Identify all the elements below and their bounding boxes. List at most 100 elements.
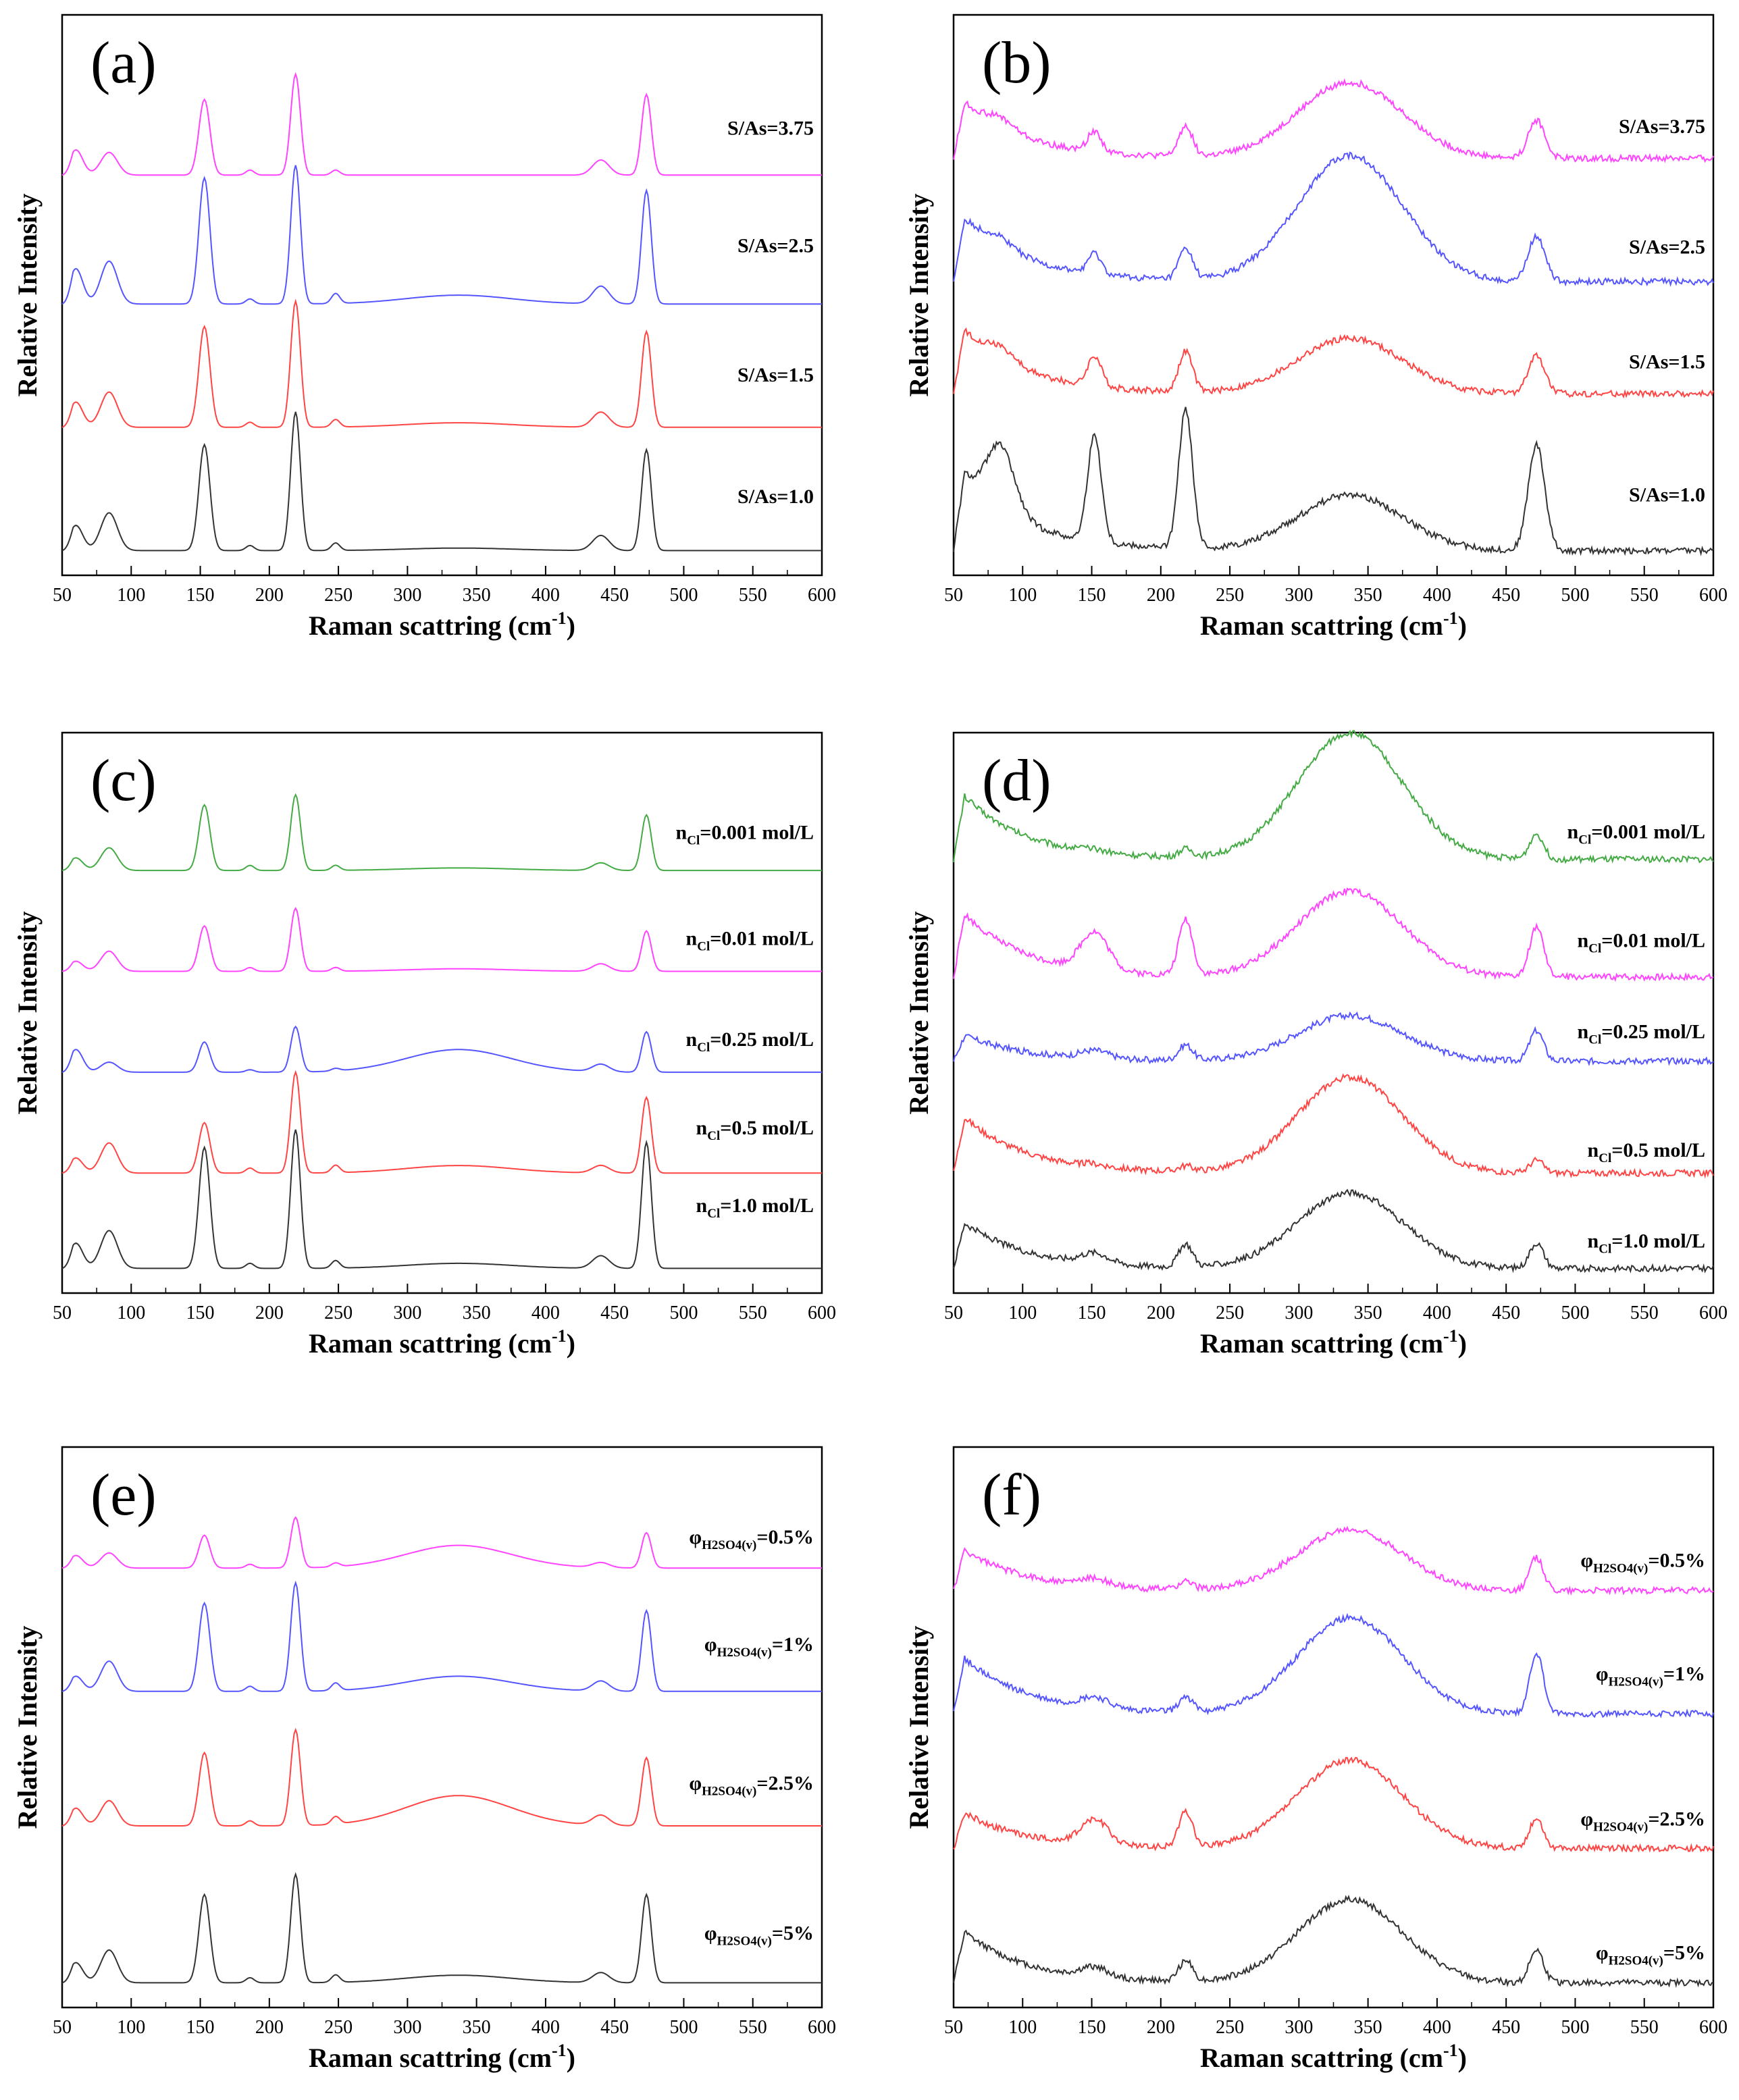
series-line-1 <box>61 1580 822 1692</box>
series-label-main: φ <box>689 1773 702 1795</box>
x-axis-label-sup: -1 <box>1443 2041 1458 2060</box>
series-label-main: n <box>686 1028 698 1051</box>
series-label-main: n <box>1588 1230 1599 1252</box>
series-label-sub: Cl <box>697 1041 710 1055</box>
series-label: S/As=2.5 <box>737 234 814 257</box>
x-tick-label: 400 <box>531 2017 560 2038</box>
panel-d: (d) 50 100 150 200 250 300 350 400 450 500 550 600 Ra… <box>904 729 1728 1359</box>
series-label-sub: H2SO4(v) <box>717 1935 772 1949</box>
series-label-rest: =0.001 mol/L <box>700 821 814 843</box>
x-tick-label: 250 <box>1216 585 1244 606</box>
x-tick-label: 100 <box>1008 585 1037 606</box>
series-label-rest: =0.5% <box>1648 1549 1705 1571</box>
series-label-rest: =0.01 mol/L <box>710 928 814 950</box>
series-label-sub: Cl <box>1599 1151 1611 1165</box>
series-label: S/As=1.5 <box>1629 350 1705 373</box>
series-label-rest: =0.01 mol/L <box>1601 930 1705 952</box>
x-tick-label: 250 <box>324 585 353 606</box>
x-axis-label: Raman scattring (cm-1) <box>1200 2041 1467 2073</box>
x-tick-label: 100 <box>1008 1303 1037 1323</box>
series-label: S/As=2.5 <box>1629 236 1705 258</box>
series-label: nCl=0.01 mol/L <box>686 928 814 954</box>
series-label-main: S/As=3.75 <box>1619 115 1705 138</box>
y-axis-label: Relative Intensity <box>904 911 934 1114</box>
x-tick-label: 550 <box>739 1303 767 1323</box>
series-label: nCl=0.5 mol/L <box>696 1117 814 1143</box>
series-label: S/As=1.5 <box>737 364 814 386</box>
x-tick-label: 200 <box>255 2017 284 2038</box>
series-line-1 <box>953 1612 1714 1718</box>
x-tick-label: 300 <box>1284 585 1313 606</box>
y-axis-label: Relative Intensity <box>904 193 934 396</box>
x-axis-label-main: Raman scattring (cm <box>309 2043 552 2073</box>
panel-letter: (b) <box>982 30 1052 96</box>
series-label-main: n <box>1578 1021 1589 1043</box>
x-tick-label: 600 <box>808 585 836 606</box>
series-line-3 <box>953 1073 1714 1179</box>
series-label-rest: =5% <box>772 1922 814 1945</box>
x-tick-label: 500 <box>669 1303 698 1323</box>
x-tick-label: 300 <box>1284 1303 1313 1323</box>
series-label-sub: H2SO4(v) <box>702 1538 756 1552</box>
series-line-0 <box>953 78 1714 163</box>
series-label: nCl=0.01 mol/L <box>1578 930 1705 956</box>
series-label: φH2SO4(v)=5% <box>704 1922 814 1949</box>
series-label-rest: =0.25 mol/L <box>1601 1021 1705 1043</box>
panel-letter: (a) <box>90 30 157 96</box>
x-axis-label: Raman scattring (cm-1) <box>1200 608 1467 641</box>
panel-c: (c) 50 100 150 200 250 300 350 400 450 500 550 600 Ra… <box>12 731 836 1359</box>
series-label-sub: Cl <box>1578 833 1591 847</box>
x-axis-label: Raman scattring (cm-1) <box>309 2041 575 2073</box>
x-tick-label: 450 <box>600 2017 629 2038</box>
panel-letter: (d) <box>982 748 1052 814</box>
series-label-main: φ <box>689 1526 702 1548</box>
series-label-main: n <box>696 1117 708 1139</box>
x-tick-label: 600 <box>808 1303 836 1323</box>
x-tick-label: 450 <box>1492 585 1520 606</box>
x-tick-label: 300 <box>1284 2017 1313 2038</box>
series-label: φH2SO4(v)=2.5% <box>689 1773 814 1799</box>
x-tick-label: 500 <box>1561 2017 1589 2038</box>
x-tick-label: 600 <box>808 2017 836 2038</box>
series-label-main: φ <box>704 1633 717 1656</box>
y-axis-label: Relative Intensity <box>904 1625 934 1829</box>
x-tick-label: 100 <box>117 2017 145 2038</box>
series-label-rest: =5% <box>1663 1941 1705 1964</box>
series-label-rest: =1.0 mol/L <box>720 1195 814 1217</box>
x-axis-label: Raman scattring (cm-1) <box>1200 1326 1467 1359</box>
x-axis-label-close: ) <box>567 2043 575 2073</box>
series-line-3 <box>953 1895 1714 1989</box>
panel-f: (f) 50 100 150 200 250 300 350 400 450 500 550 600 Ra… <box>904 1446 1728 2073</box>
series-line-2 <box>61 298 822 428</box>
series-label-sub: H2SO4(v) <box>717 1646 772 1660</box>
series-label-sub: H2SO4(v) <box>1609 1675 1663 1689</box>
series-label-main: S/As=1.5 <box>1629 350 1705 373</box>
series-label-rest: =1% <box>772 1633 814 1656</box>
x-tick-label: 550 <box>739 585 767 606</box>
x-tick-label: 50 <box>944 2017 963 2038</box>
series-label-main: φ <box>1580 1808 1593 1831</box>
x-tick-label: 450 <box>600 585 629 606</box>
x-axis-label-sup: -1 <box>552 608 567 628</box>
series-line-2 <box>953 1756 1714 1853</box>
x-tick-label: 250 <box>1216 1303 1244 1323</box>
y-axis-label: Relative Intensity <box>12 911 43 1114</box>
series-label: φH2SO4(v)=1% <box>704 1633 814 1660</box>
x-axis-label-close: ) <box>1458 2043 1467 2073</box>
x-tick-label: 50 <box>53 2017 72 2038</box>
plot-frame <box>952 14 1715 577</box>
x-tick-label: 350 <box>1354 1303 1382 1323</box>
series-line-2 <box>953 1011 1714 1066</box>
series-label-main: φ <box>1596 1663 1609 1685</box>
x-tick-label: 300 <box>393 1303 421 1323</box>
series-label-main: n <box>1588 1139 1599 1161</box>
series-line-4 <box>61 1129 822 1269</box>
x-axis-label: Raman scattring (cm-1) <box>309 608 575 641</box>
series-label-main: S/As=1.5 <box>737 364 814 386</box>
x-tick-label: 500 <box>669 585 698 606</box>
x-axis-label-sup: -1 <box>552 1326 567 1346</box>
x-tick-label: 500 <box>1561 585 1589 606</box>
x-tick-label: 50 <box>944 585 963 606</box>
x-tick-label: 500 <box>1561 1303 1589 1323</box>
